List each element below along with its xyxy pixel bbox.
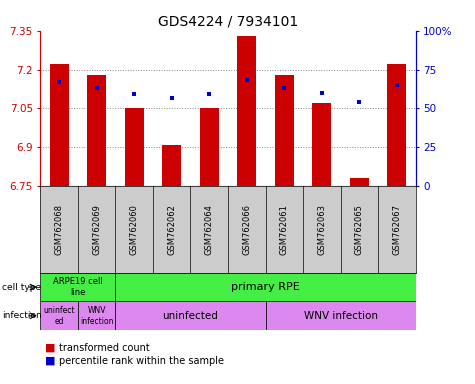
- Text: GSM762069: GSM762069: [92, 204, 101, 255]
- Bar: [162, 145, 181, 186]
- Text: GSM762062: GSM762062: [167, 204, 176, 255]
- Bar: [266, 301, 416, 330]
- Text: ARPE19 cell
line: ARPE19 cell line: [53, 277, 103, 297]
- Text: transformed count: transformed count: [59, 343, 150, 353]
- Bar: [40, 301, 78, 330]
- Bar: [275, 75, 294, 186]
- Bar: [350, 179, 369, 186]
- Text: percentile rank within the sample: percentile rank within the sample: [59, 356, 224, 366]
- Bar: [115, 301, 266, 330]
- Bar: [200, 109, 218, 186]
- Text: GSM762060: GSM762060: [130, 204, 139, 255]
- Text: primary RPE: primary RPE: [231, 282, 300, 292]
- Text: cell type: cell type: [2, 283, 41, 291]
- Bar: [40, 273, 115, 301]
- Bar: [125, 109, 143, 186]
- Text: GSM762064: GSM762064: [205, 204, 214, 255]
- Text: GSM762068: GSM762068: [55, 204, 64, 255]
- Bar: [313, 103, 331, 186]
- Bar: [87, 75, 106, 186]
- Title: GDS4224 / 7934101: GDS4224 / 7934101: [158, 14, 298, 28]
- Text: GSM762066: GSM762066: [242, 204, 251, 255]
- Bar: [388, 65, 406, 186]
- Text: uninfect
ed: uninfect ed: [43, 306, 75, 326]
- Text: WNV
infection: WNV infection: [80, 306, 114, 326]
- Text: GSM762063: GSM762063: [317, 204, 326, 255]
- Text: ■: ■: [45, 343, 56, 353]
- Text: GSM762065: GSM762065: [355, 204, 364, 255]
- Text: infection: infection: [2, 311, 42, 320]
- Text: GSM762061: GSM762061: [280, 204, 289, 255]
- Text: WNV infection: WNV infection: [304, 311, 378, 321]
- Bar: [78, 301, 115, 330]
- Text: ■: ■: [45, 356, 56, 366]
- Text: uninfected: uninfected: [162, 311, 218, 321]
- Bar: [115, 273, 416, 301]
- Bar: [50, 65, 68, 186]
- Text: GSM762067: GSM762067: [392, 204, 401, 255]
- Bar: [238, 36, 256, 186]
